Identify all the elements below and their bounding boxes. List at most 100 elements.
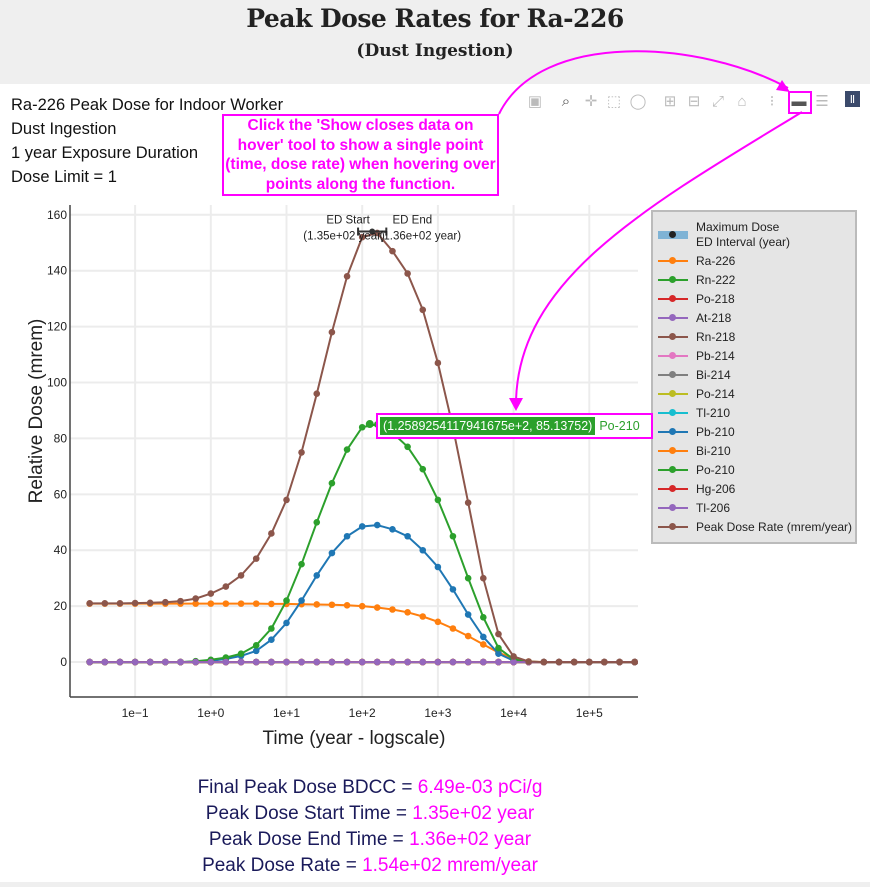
page-subtitle: (Dust Ingestion) xyxy=(356,41,514,61)
data-point xyxy=(419,465,427,473)
data-point xyxy=(86,658,93,666)
plotly-logo-icon[interactable]: Ⅱ xyxy=(845,91,860,107)
data-point xyxy=(328,479,336,487)
legend-item[interactable]: Rn-218 xyxy=(658,329,735,345)
data-point xyxy=(480,614,487,621)
legend-swatch xyxy=(658,463,688,477)
legend-label: Po-214 xyxy=(696,387,735,401)
y-tick-label: 40 xyxy=(54,543,68,557)
zoom-icon[interactable]: ⌕ xyxy=(561,93,571,110)
summary-end-time: Peak Dose End Time = 1.36e+02 year xyxy=(208,829,532,850)
legend-item[interactable]: Bi-210 xyxy=(658,443,731,459)
page-title: Peak Dose Rates for Ra-226 xyxy=(246,4,624,33)
legend-label: At-218 xyxy=(696,311,732,325)
data-point xyxy=(480,574,487,582)
data-point xyxy=(283,597,290,604)
y-tick-label: 140 xyxy=(47,264,67,278)
data-point xyxy=(101,658,109,666)
x-tick-label: 1e+1 xyxy=(273,706,300,720)
legend-swatch xyxy=(658,349,688,363)
legend-swatch xyxy=(658,273,688,287)
legend-label: Po-210 xyxy=(696,463,735,477)
camera-icon[interactable]: ▣ xyxy=(527,93,543,110)
data-point xyxy=(343,272,351,280)
legend-label: Rn-222 xyxy=(696,273,736,287)
y-tick-label: 120 xyxy=(47,320,67,334)
lasso-select-icon[interactable]: ◯ xyxy=(629,93,647,110)
legend-item[interactable]: Bi-214 xyxy=(658,367,731,383)
compare-hover-icon[interactable]: ☰ xyxy=(815,93,829,110)
legend-label: Bi-210 xyxy=(696,444,731,458)
legend-item[interactable]: Tl-206 xyxy=(658,500,730,516)
legend-swatch xyxy=(658,482,688,496)
closest-hover-icon[interactable]: ▬ xyxy=(791,93,807,110)
legend-swatch xyxy=(658,330,688,344)
instruction-callout: Click the 'Show closes data on hover' to… xyxy=(222,114,499,196)
legend-item[interactable]: Hg-206 xyxy=(658,481,735,497)
data-point xyxy=(252,555,260,562)
x-tick-label: 1e+2 xyxy=(349,706,376,720)
data-point xyxy=(343,658,351,666)
legend-item[interactable]: Po-210 xyxy=(658,462,735,478)
legend-item[interactable]: Po-218 xyxy=(658,291,735,307)
y-tick-label: 80 xyxy=(54,431,68,445)
hover-series: Po-210 xyxy=(599,419,640,433)
data-point xyxy=(434,359,442,367)
hover-point xyxy=(365,420,374,429)
data-point xyxy=(389,658,396,666)
y-tick-label: 60 xyxy=(54,487,68,501)
data-point xyxy=(585,658,593,666)
box-select-icon[interactable]: ⬚ xyxy=(606,93,622,110)
legend-item[interactable]: Po-214 xyxy=(658,386,735,402)
pan-icon[interactable]: ✛ xyxy=(584,93,598,110)
plot-info: Ra-226 Peak Dose for Indoor Worker Dust … xyxy=(11,93,283,189)
y-tick-label: 20 xyxy=(54,599,68,613)
y-tick-label: 0 xyxy=(60,655,67,669)
legend-swatch xyxy=(658,292,688,306)
data-point xyxy=(373,521,381,529)
data-point xyxy=(283,496,290,504)
data-point xyxy=(222,658,230,666)
data-point xyxy=(343,532,351,540)
data-point xyxy=(252,641,260,649)
legend-item[interactable]: Tl-210 xyxy=(658,405,730,421)
legend-item[interactable]: At-218 xyxy=(658,310,731,326)
data-point xyxy=(464,499,472,507)
summary-bdcc: Final Peak Dose BDCC = 6.49e-03 pCi/g xyxy=(197,777,543,798)
data-point xyxy=(540,658,548,666)
data-point xyxy=(252,647,260,655)
data-point xyxy=(237,572,245,579)
legend-item[interactable]: Pb-210 xyxy=(658,424,735,440)
autoscale-icon[interactable]: ⤢ xyxy=(711,93,724,110)
footer-divider xyxy=(0,882,870,887)
legend-item[interactable]: Pb-214 xyxy=(658,348,735,364)
x-tick-label: 1e+0 xyxy=(197,706,224,720)
data-point xyxy=(237,658,245,666)
legend-label: ED Interval (year) xyxy=(696,235,791,249)
data-point xyxy=(328,601,336,609)
data-point xyxy=(146,599,154,607)
zoom-in-icon[interactable]: ⊞ xyxy=(663,93,677,110)
zoom-out-icon[interactable]: ⊟ xyxy=(687,93,701,110)
data-point xyxy=(389,606,396,613)
data-point xyxy=(283,619,290,627)
legend-item-max-dose[interactable]: Maximum Dose ED Interval (year) xyxy=(658,220,790,250)
data-point xyxy=(222,600,230,607)
data-point xyxy=(192,600,199,607)
home-icon[interactable]: ⌂ xyxy=(737,93,747,110)
data-point xyxy=(192,595,199,602)
data-point xyxy=(177,597,184,605)
data-point xyxy=(313,572,321,579)
data-point xyxy=(207,600,215,607)
legend-item[interactable]: Ra-226 xyxy=(658,253,735,269)
legend-item[interactable]: Peak Dose Rate (mrem/year) xyxy=(658,519,852,535)
arrowhead-tool xyxy=(776,80,790,92)
legend-label: Hg-206 xyxy=(696,482,736,496)
data-point xyxy=(298,658,305,666)
spike-lines-icon[interactable]: ⁝ xyxy=(769,93,775,110)
data-point xyxy=(328,328,336,336)
info-line: Ra-226 Peak Dose for Indoor Worker xyxy=(11,96,284,114)
data-point xyxy=(328,549,336,557)
x-tick-label: 1e−1 xyxy=(122,706,149,720)
legend-item[interactable]: Rn-222 xyxy=(658,272,735,288)
